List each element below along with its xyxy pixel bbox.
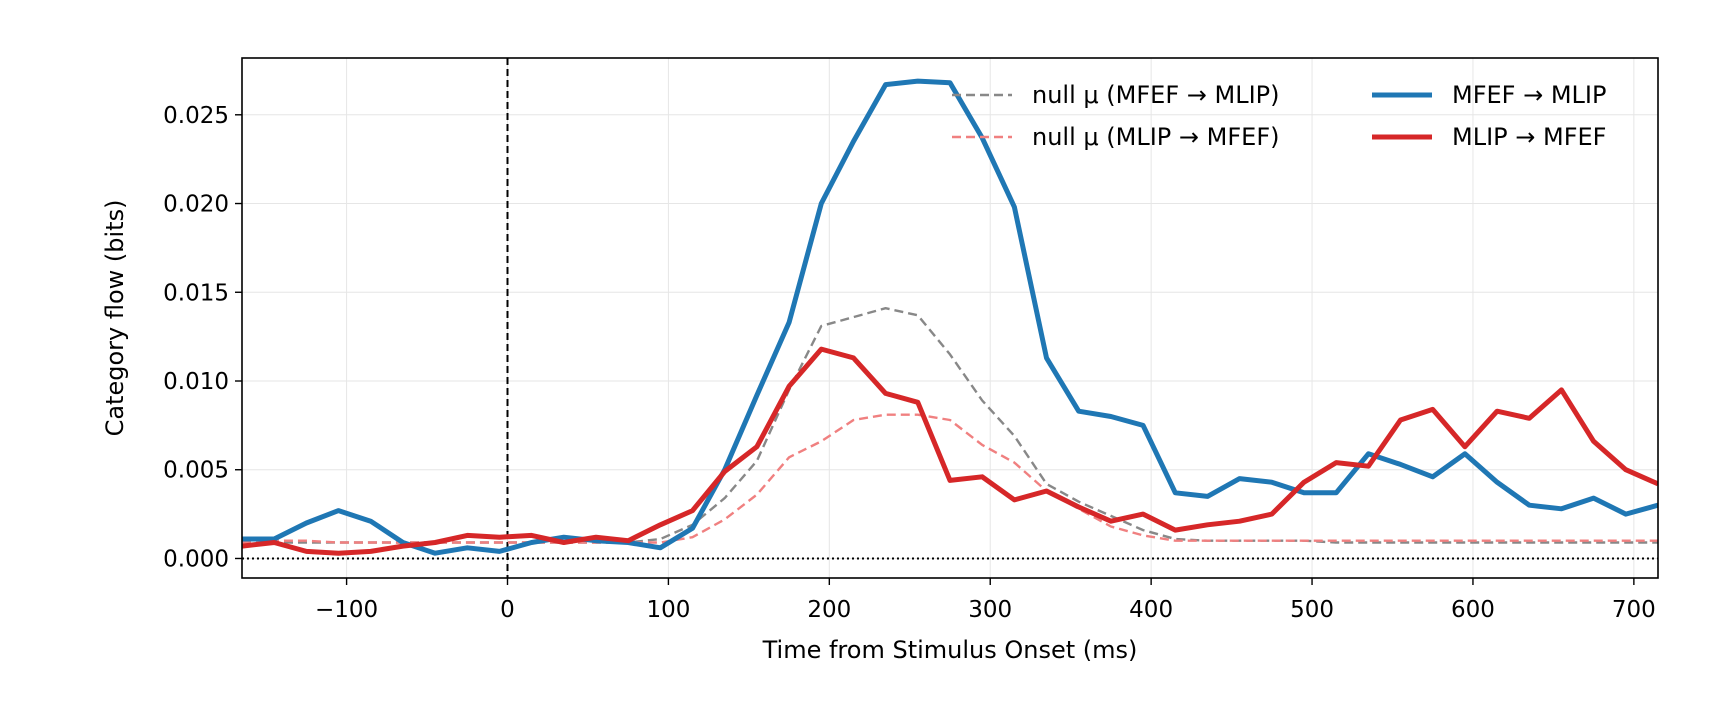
- x-tick-label: −100: [315, 597, 378, 623]
- y-tick-label: 0.015: [163, 280, 229, 306]
- y-tick-label: 0.000: [163, 546, 229, 572]
- y-axis-ticks: 0.000 0.005 0.010 0.015 0.020 0.025: [163, 103, 242, 572]
- x-tick-label: 300: [968, 597, 1012, 623]
- y-tick-label: 0.020: [163, 192, 229, 218]
- plot-frame: [241, 57, 1659, 579]
- x-tick-label: 200: [807, 597, 851, 623]
- y-tick-label: 0.010: [163, 369, 229, 395]
- y-tick-label: 0.025: [163, 103, 229, 129]
- legend-label: null μ (MLIP → MFEF): [1032, 123, 1280, 151]
- x-tick-label: 100: [646, 597, 690, 623]
- series-line-null-mlip-mfef: [242, 413, 1658, 544]
- y-axis-label: Category flow (bits): [101, 200, 129, 437]
- series-lines: [242, 78, 1658, 556]
- x-axis-ticks: −100 0 100 200 300 400 500 600 700: [315, 578, 1656, 623]
- y-tick-label: 0.005: [163, 458, 229, 484]
- legend: null μ (MFEF → MLIP) null μ (MLIP → MFEF)…: [952, 81, 1606, 151]
- series-line-null-mfef-mlip: [242, 307, 1658, 544]
- x-tick-label: 700: [1612, 597, 1656, 623]
- x-tick-label: 600: [1451, 597, 1495, 623]
- legend-label: MFEF → MLIP: [1452, 81, 1606, 109]
- legend-label: null μ (MFEF → MLIP): [1032, 81, 1280, 109]
- x-tick-label: 400: [1129, 597, 1173, 623]
- reference-lines: [242, 58, 1658, 578]
- x-tick-label: 500: [1290, 597, 1334, 623]
- x-axis-label: Time from Stimulus Onset (ms): [762, 636, 1138, 664]
- x-tick-label: 0: [500, 597, 515, 623]
- series-line-mlip-mfef: [242, 346, 1658, 556]
- series-line-mfef-mlip: [242, 78, 1658, 556]
- legend-label: MLIP → MFEF: [1452, 123, 1606, 151]
